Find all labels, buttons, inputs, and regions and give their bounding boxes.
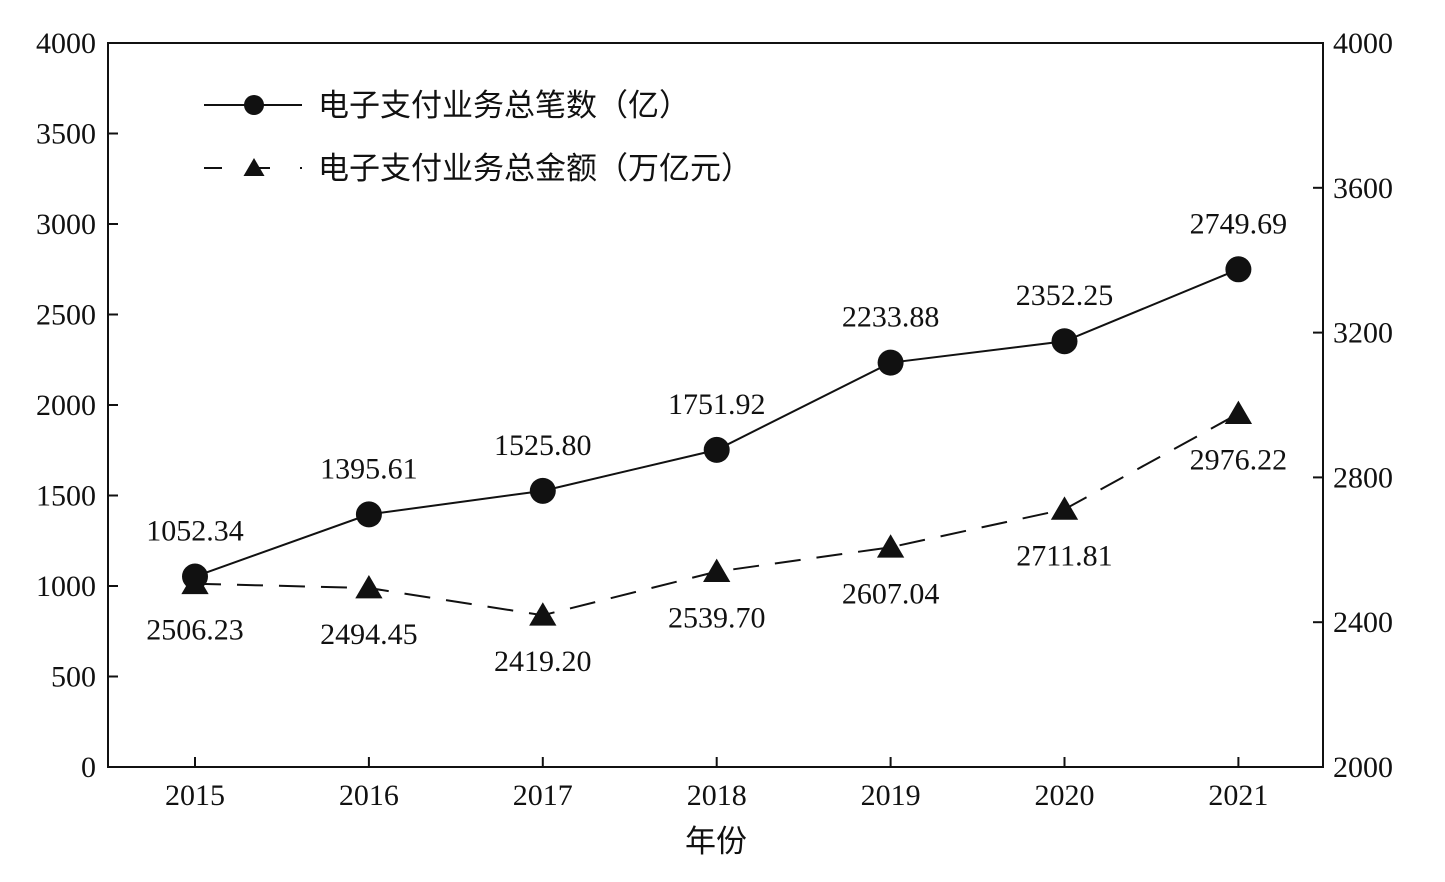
- y-right-tick-label: 2000: [1333, 751, 1393, 784]
- series-1-point: [877, 349, 904, 376]
- y-left-tick-label: 3000: [36, 208, 96, 241]
- series-2-data-label: 2976.22: [1190, 444, 1288, 477]
- series-2-point: [1224, 400, 1253, 425]
- series-1-data-label: 1052.34: [146, 515, 244, 548]
- series-1-data-label: 2233.88: [842, 301, 940, 334]
- y-left-tick-label: 500: [51, 661, 96, 694]
- y-left-tick-label: 0: [81, 751, 96, 784]
- legend-marker-1: [244, 95, 264, 115]
- series-2-point: [355, 575, 383, 599]
- y-right-tick-label: 3600: [1333, 172, 1393, 205]
- series-2-point: [181, 570, 209, 595]
- series-2-data-label: 2419.20: [494, 645, 592, 678]
- series-2-point: [1050, 496, 1079, 520]
- series-1-data-label: 2749.69: [1190, 207, 1288, 240]
- x-tick-label: 2018: [687, 779, 747, 812]
- y-right-tick-label: 3200: [1333, 317, 1393, 350]
- x-tick-label: 2019: [861, 779, 921, 812]
- series-1-point: [1225, 256, 1252, 283]
- y-right-tick-label: 2400: [1333, 606, 1393, 639]
- legend-marker-2: [243, 158, 265, 176]
- series-1-data-label: 1525.80: [494, 429, 592, 462]
- x-tick-label: 2016: [339, 779, 399, 812]
- series-1-point: [355, 501, 382, 528]
- x-axis-title: 年份: [685, 824, 747, 859]
- series-1-data-label: 2352.25: [1016, 279, 1114, 312]
- x-tick-label: 2017: [513, 779, 573, 812]
- legend: 电子支付业务总笔数（亿） 电子支付业务总金额（万亿元）: [204, 88, 752, 186]
- y-right-tick-label: 2800: [1333, 461, 1393, 494]
- series-2-data-label: 2494.45: [320, 618, 418, 651]
- series-2-data-label: 2711.81: [1016, 539, 1112, 572]
- x-tick-label: 2015: [165, 779, 225, 812]
- series-1-data-label: 1751.92: [668, 388, 766, 421]
- legend-entry-label-1: 电子支付业务总笔数（亿）: [318, 88, 690, 123]
- series-2-point: [529, 602, 557, 626]
- series-1-point: [1051, 328, 1078, 355]
- y-left-tick-label: 1500: [36, 480, 96, 513]
- y-left-tick-label: 4000: [36, 27, 96, 60]
- legend-entry-label-2: 电子支付业务总金额（万亿元）: [318, 151, 752, 186]
- y-right-tick-label: 4000: [1333, 27, 1393, 60]
- x-tick-label: 2021: [1208, 779, 1268, 812]
- series-1-point: [703, 436, 730, 463]
- y-left-tick-label: 3500: [36, 118, 96, 151]
- y-left-tick-label: 1000: [36, 570, 96, 603]
- series-1-data-label: 1395.61: [320, 452, 418, 485]
- series-2-point: [703, 558, 731, 583]
- y-left-tick-label: 2000: [36, 389, 96, 422]
- series-2-point: [876, 534, 905, 558]
- series-2-data-label: 2539.70: [668, 602, 766, 635]
- x-tick-label: 2020: [1035, 779, 1095, 812]
- series-2-data-label: 2506.23: [146, 614, 244, 647]
- y-left-tick-label: 2500: [36, 299, 96, 332]
- series-2-data-label: 2607.04: [842, 577, 940, 610]
- series-1-point: [529, 477, 556, 504]
